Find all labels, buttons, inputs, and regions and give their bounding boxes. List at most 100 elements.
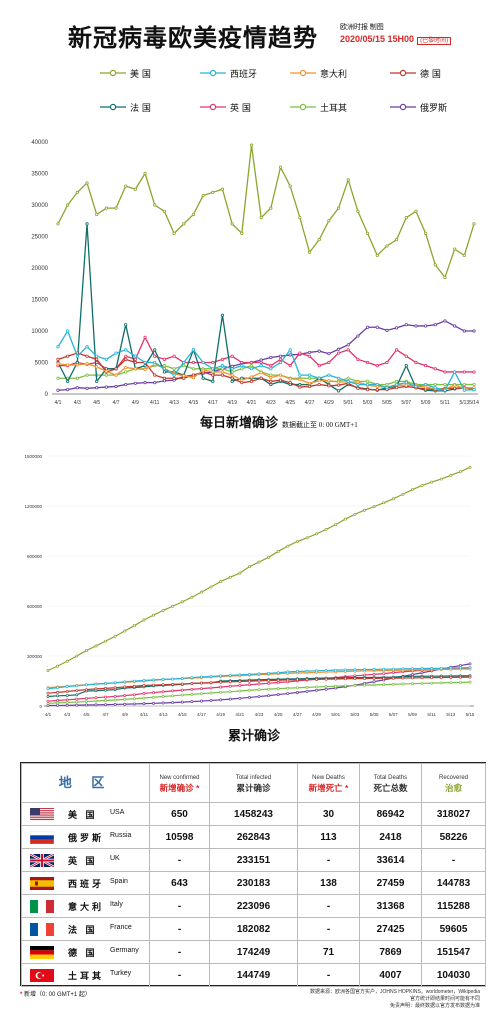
x-tick-label: 5/14 <box>469 400 479 406</box>
cum-data-point-spain <box>295 670 299 673</box>
data-point-spain <box>404 381 408 385</box>
recovered-cell: 318027 <box>421 802 486 826</box>
data-point-russia <box>143 381 147 385</box>
data-point-italy <box>424 385 428 389</box>
data-point-spain <box>56 345 60 349</box>
cum-data-point-uk <box>75 697 79 701</box>
country-name-zh: 俄罗斯 <box>68 833 105 843</box>
cum-data-point-turkey <box>382 683 386 687</box>
data-point-germany <box>365 387 370 392</box>
col-header-en: New Deaths <box>312 775 345 781</box>
data-point-usa <box>278 165 283 169</box>
data-point-usa <box>472 222 476 226</box>
y-tick-label: 20000 <box>31 266 48 272</box>
data-point-turkey <box>220 367 225 371</box>
x-tick-label: 4/17 <box>208 400 218 406</box>
col-header-zh-text: 新增死亡 <box>308 783 343 793</box>
country-cell: 法 国 France <box>21 917 150 941</box>
total-deaths-cell: 27425 <box>359 917 422 941</box>
data-point-turkey <box>182 364 186 368</box>
cum-data-point-spain <box>200 675 203 679</box>
data-point-usa <box>462 253 466 258</box>
y-tick-label: 0 <box>45 392 49 398</box>
data-point-germany <box>317 382 321 387</box>
cum-data-point-turkey <box>276 687 280 691</box>
cum-data-point-spain <box>56 686 60 690</box>
x-tick-label: 5/13 <box>446 712 455 717</box>
data-point-spain <box>385 386 389 390</box>
data-point-usa <box>95 212 99 217</box>
cum-data-point-russia <box>458 664 462 667</box>
x-tick-label: 5/09 <box>408 712 417 717</box>
cum-data-point-spain <box>315 669 318 673</box>
data-point-usa <box>201 193 205 198</box>
cum-data-point-usa <box>142 618 146 622</box>
cum-data-point-turkey <box>411 682 414 686</box>
cum-data-point-uk <box>209 686 213 690</box>
daily-chart-caption: 每日新增确诊 数据截止至 0: 00 GMT+1 <box>200 412 358 431</box>
cum-data-point-uk <box>276 681 280 684</box>
col-header-zh-text: 新增确诊 <box>159 783 194 793</box>
country-name-zh: 法 国 <box>68 925 98 935</box>
x-tick-label: 5/05 <box>382 400 392 406</box>
data-point-uk <box>124 354 128 358</box>
data-point-russia <box>162 379 167 383</box>
total-infected-cell: 223096 <box>209 894 298 918</box>
recovered-cell: 59605 <box>421 917 486 941</box>
cum-data-point-uk <box>200 687 203 691</box>
data-point-germany <box>336 383 341 387</box>
cum-data-point-spain <box>420 667 424 670</box>
country-name-en: France <box>110 924 132 931</box>
x-tick-label: 4/5 <box>93 400 100 406</box>
data-point-france <box>95 379 99 383</box>
cum-data-point-usa <box>247 565 251 569</box>
data-point-uk <box>462 370 466 374</box>
cum-data-point-spain <box>65 685 69 688</box>
cum-data-point-turkey <box>238 689 242 693</box>
data-point-spain <box>85 345 89 349</box>
cum-data-point-turkey <box>190 692 194 696</box>
cum-data-point-spain <box>104 682 107 685</box>
col-header-total-infected: Total infected 累计确诊 <box>209 763 298 803</box>
daily-chart-note: 数据截止至 0: 00 GMT+1 <box>282 421 358 429</box>
data-point-italy <box>230 373 234 377</box>
x-tick-label: 5/03 <box>363 400 373 406</box>
cum-data-point-russia <box>113 702 117 706</box>
data-point-germany <box>230 376 234 380</box>
data-point-spain <box>433 386 437 390</box>
data-point-russia <box>462 329 466 333</box>
data-point-italy <box>95 365 99 369</box>
cum-data-point-uk <box>123 694 127 698</box>
turkey-flag-icon <box>30 969 54 982</box>
data-point-italy <box>220 370 225 374</box>
x-tick-label: 5/05 <box>370 712 379 717</box>
col-header-new-deaths: New Deaths 新增死亡 * <box>297 763 360 803</box>
cum-data-point-germany <box>343 677 347 681</box>
country-cell: 土耳其 Turkey <box>21 963 150 987</box>
cum-data-point-russia <box>171 701 175 705</box>
cum-data-point-usa <box>123 629 127 633</box>
cum-data-point-turkey <box>209 691 213 695</box>
cum-data-point-uk <box>104 695 107 699</box>
cum-data-point-spain <box>276 671 280 675</box>
legend-item-turkey: 土耳其 <box>290 100 380 114</box>
data-point-usa <box>395 238 399 242</box>
cum-data-point-uk <box>247 683 251 687</box>
cum-data-point-russia <box>56 703 60 707</box>
total-infected-cell: 174249 <box>209 940 298 964</box>
y-tick-label: 5000 <box>35 361 49 367</box>
data-point-uk <box>443 370 447 374</box>
total-deaths-cell: 31368 <box>359 894 422 918</box>
data-point-spain <box>453 370 457 374</box>
data-point-uk <box>269 364 273 368</box>
legend-label: 德 国 <box>420 70 441 80</box>
cum-data-point-uk <box>363 673 366 677</box>
cum-data-point-usa <box>286 544 290 548</box>
cum-data-point-russia <box>65 703 69 707</box>
x-tick-label: 5/07 <box>401 400 411 406</box>
cum-data-point-usa <box>200 590 203 594</box>
data-point-russia <box>95 386 99 390</box>
cum-data-point-turkey <box>75 700 79 704</box>
data-point-germany <box>298 385 302 389</box>
cum-data-point-spain <box>458 666 462 670</box>
